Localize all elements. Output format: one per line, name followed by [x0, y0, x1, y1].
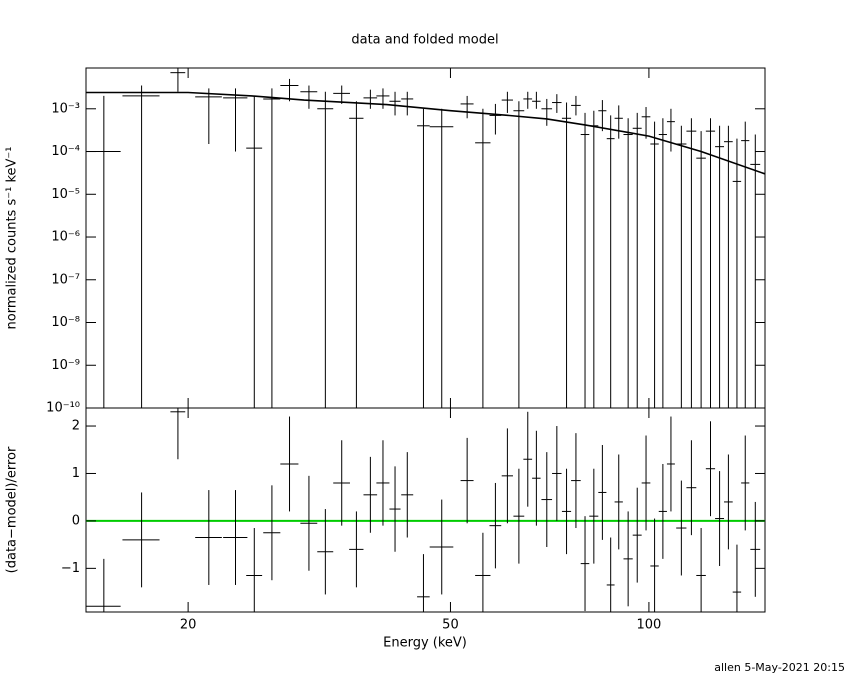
- x-tick-label: 100: [636, 618, 661, 633]
- y-tick-label: 10⁻⁴: [51, 144, 80, 159]
- y-axis-label: normalized counts s⁻¹ keV⁻¹: [5, 147, 20, 330]
- y-axis-label: (data−model)/error: [5, 446, 20, 573]
- y-tick-label: 1: [72, 466, 80, 481]
- y-tick-label: 10⁻⁶: [51, 230, 80, 245]
- y-tick-label: 10⁻⁵: [51, 187, 80, 202]
- y-tick-label: 10⁻⁷: [51, 272, 80, 287]
- x-tick-label: 20: [180, 618, 197, 633]
- plot-area: [86, 408, 765, 612]
- y-tick-label: 10⁻³: [51, 101, 80, 116]
- x-tick-label: 50: [442, 618, 459, 633]
- chart-title: data and folded model: [351, 33, 498, 48]
- y-tick-label: −1: [61, 561, 80, 576]
- bottom-frame: [85, 407, 766, 613]
- y-tick-label: 10⁻⁸: [51, 315, 80, 330]
- y-tick-label: 10⁻⁹: [51, 358, 80, 373]
- model-line: [86, 91, 765, 175]
- y-tick-label: 2: [72, 419, 80, 434]
- x-axis-label: Energy (keV): [383, 636, 467, 651]
- y-tick-label: 10⁻¹⁰: [46, 401, 80, 416]
- footer: allen 5-May-2021 20:15: [714, 661, 845, 674]
- plot-area: [86, 68, 765, 408]
- y-tick-label: 0: [72, 513, 80, 528]
